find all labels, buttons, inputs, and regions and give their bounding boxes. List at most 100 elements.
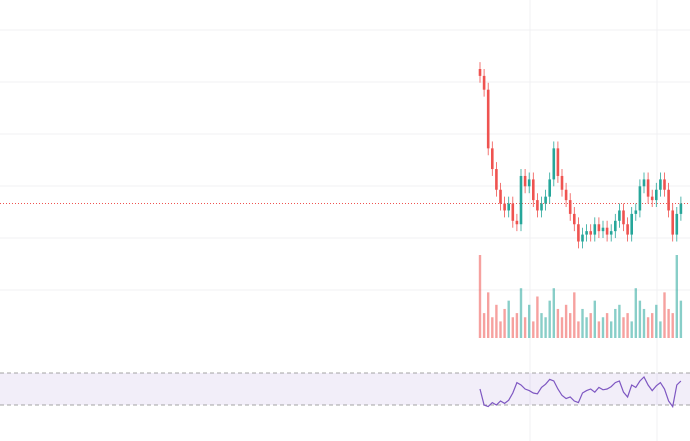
volume-bar	[630, 321, 633, 338]
candle-body	[626, 224, 629, 235]
candle-body	[564, 189, 568, 201]
candle-body	[642, 179, 646, 187]
volume-bar	[495, 304, 498, 338]
candle-body	[552, 148, 556, 180]
volume-bar	[573, 292, 576, 338]
volume-bar	[507, 300, 510, 338]
candle-body	[593, 224, 597, 235]
volume-bar	[646, 317, 650, 338]
candle-body	[486, 89, 490, 149]
candle-body	[585, 231, 588, 235]
candle-body	[560, 175, 564, 190]
candle-body	[548, 179, 551, 197]
volume-bar	[605, 313, 609, 338]
volume-bar	[540, 313, 543, 338]
candle-body	[491, 148, 494, 170]
candle-body	[663, 179, 666, 190]
volume-bar	[597, 321, 601, 338]
candle-body	[499, 189, 502, 204]
volume-bar	[638, 300, 642, 338]
volume-bar	[659, 321, 662, 338]
volume-bar	[511, 317, 514, 338]
volume-bar	[679, 300, 683, 338]
candle-body	[532, 179, 535, 201]
candle-body	[573, 213, 576, 225]
candle-body	[568, 200, 572, 214]
candle-body	[581, 234, 584, 242]
volume-bar	[478, 255, 482, 338]
rsi-band	[0, 373, 690, 405]
volume-bar	[614, 308, 617, 338]
volume-bar	[655, 304, 658, 338]
volume-bar	[503, 308, 506, 338]
candle-body	[679, 203, 683, 214]
candle-body	[659, 179, 662, 190]
candle-body	[495, 169, 498, 190]
candle-body	[646, 179, 650, 197]
volume-bar	[601, 317, 605, 338]
volume-bar	[487, 292, 490, 338]
candle-body	[544, 196, 547, 204]
volume-bar	[536, 296, 539, 338]
volume-bar	[626, 313, 629, 338]
candle-body	[630, 213, 633, 235]
candle-body	[614, 220, 617, 232]
candle-body	[536, 200, 539, 211]
candle-body	[622, 210, 625, 225]
volume-bar	[585, 317, 588, 338]
candle-body	[605, 227, 609, 235]
volume-bar	[519, 288, 523, 338]
candle-body	[597, 224, 601, 232]
volume-bar	[581, 308, 584, 338]
volume-bar	[593, 300, 596, 338]
candle-body	[503, 203, 506, 211]
candle-body	[671, 210, 674, 235]
candle-body	[589, 231, 592, 235]
volume-bar	[515, 313, 519, 338]
volume-bar	[642, 308, 646, 338]
candle-body	[601, 227, 605, 232]
candle-body	[556, 148, 560, 176]
volume-bar	[560, 317, 564, 338]
candle-body	[638, 186, 642, 211]
volume-bar	[556, 308, 560, 338]
candle-body	[515, 220, 519, 225]
candle-body	[478, 69, 482, 76]
volume-bar	[671, 313, 674, 338]
volume-bar	[528, 304, 531, 338]
volume-bar	[675, 255, 678, 338]
volume-bar	[610, 321, 613, 338]
volume-bar	[552, 288, 555, 338]
volume-bar	[548, 300, 551, 338]
volume-bar	[622, 317, 625, 338]
candle-body	[482, 75, 486, 90]
candle-body	[618, 210, 621, 221]
candle-body	[540, 203, 543, 211]
candle-body	[519, 175, 523, 225]
volume-bar	[532, 321, 535, 338]
volume-bar	[569, 313, 572, 338]
candle-body	[523, 175, 527, 187]
rsi-line	[479, 376, 682, 409]
candle-body	[527, 179, 531, 187]
volume-bar	[577, 321, 580, 338]
candle-body	[609, 231, 613, 235]
volume-bar	[667, 308, 670, 338]
candle-body	[634, 210, 638, 214]
volume-bar	[491, 317, 494, 338]
candle-body	[577, 224, 580, 242]
candle-body	[667, 189, 670, 211]
volume-bar	[544, 317, 547, 338]
candle-body	[507, 203, 510, 211]
candle-body	[655, 189, 658, 201]
candle-body	[511, 203, 515, 221]
volume-bar	[482, 313, 486, 338]
volume-bar	[499, 321, 502, 338]
candle-body	[675, 213, 679, 235]
volume-bar	[564, 304, 568, 338]
candle-body	[650, 196, 654, 201]
volume-bar	[651, 313, 654, 338]
volume-bar	[663, 292, 666, 338]
